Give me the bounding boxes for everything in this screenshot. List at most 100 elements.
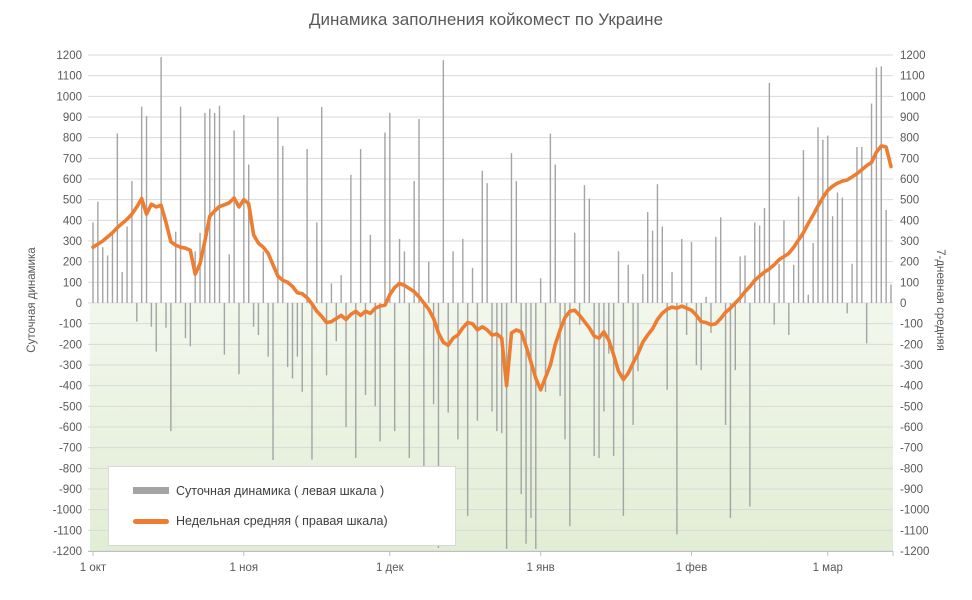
daily-bar [656, 184, 659, 303]
daily-bar [501, 303, 503, 434]
daily-bar [403, 251, 406, 303]
y-tick-label-left: 100 [63, 277, 82, 289]
daily-bar [316, 222, 318, 303]
y-tick-label-left: 1200 [56, 50, 82, 62]
daily-bar [447, 303, 449, 413]
daily-bar [749, 303, 751, 507]
daily-bar [778, 263, 780, 303]
daily-bar [189, 303, 192, 347]
daily-bar [437, 303, 440, 548]
y-tick-label-left: -900 [59, 484, 82, 496]
daily-bar [277, 117, 279, 303]
y-tick-label-left: 500 [63, 195, 82, 207]
daily-bar [719, 217, 722, 303]
daily-bar [350, 174, 352, 303]
daily-bar [831, 216, 834, 303]
daily-bar [851, 263, 853, 303]
y-tick-label-left: 900 [63, 112, 82, 124]
daily-bar [155, 303, 157, 352]
y-tick-label-left: 800 [63, 133, 82, 145]
daily-bar [481, 170, 483, 303]
y-tick-label-right: -1000 [900, 505, 929, 517]
daily-bar [856, 146, 858, 303]
y-tick-label-right: -900 [900, 484, 923, 496]
daily-bar [734, 303, 736, 371]
y-tick-label-right: 0 [900, 298, 906, 310]
daily-bar [754, 222, 756, 303]
y-tick-label-right: -500 [900, 401, 923, 413]
daily-bar [233, 130, 235, 303]
daily-bar [763, 207, 766, 303]
daily-bar [291, 303, 294, 379]
daily-bar [175, 231, 177, 303]
y-tick-label-right: -1100 [900, 525, 929, 537]
daily-bar [471, 267, 474, 303]
daily-bar [116, 133, 119, 303]
daily-bar [466, 303, 469, 516]
daily-bar [286, 303, 289, 368]
daily-bar [744, 255, 746, 303]
daily-bar [666, 303, 668, 390]
daily-bar [126, 226, 128, 303]
weekly-average-line [91, 144, 893, 392]
daily-bar [140, 106, 143, 304]
daily-bar [223, 303, 226, 355]
daily-bar [418, 119, 420, 303]
daily-bar [792, 264, 795, 303]
y-tick-label-left: 700 [63, 153, 82, 165]
daily-bar [515, 181, 518, 303]
daily-bar [320, 107, 323, 303]
daily-bar [462, 238, 464, 303]
daily-bar [248, 164, 250, 303]
y-tick-label-right: 300 [900, 236, 919, 248]
daily-series-swatch [133, 487, 169, 495]
daily-bar [364, 303, 367, 395]
daily-bar [423, 303, 425, 471]
x-tick-label: 1 янв [527, 562, 555, 574]
daily-bar [685, 303, 688, 336]
chart-title: Динамика заполнения койкомест по Украине [308, 10, 664, 29]
daily-bar [359, 149, 362, 303]
daily-bar [817, 127, 819, 303]
legend-label-daily: Суточная динамика ( левая шкала ) [176, 483, 385, 498]
daily-bar [106, 255, 109, 303]
daily-bar [544, 303, 547, 392]
daily-bar [238, 303, 240, 375]
y-tick-label-left: 600 [63, 174, 82, 186]
x-tick-label: 1 мар [813, 562, 843, 574]
y-tick-label-left: -300 [59, 360, 82, 372]
daily-bar [384, 132, 386, 303]
y-tick-label-right: -400 [900, 381, 923, 393]
daily-bar [875, 67, 878, 304]
daily-bar [486, 183, 488, 303]
daily-bar [452, 251, 454, 303]
daily-bar [491, 303, 493, 412]
daily-bar [870, 103, 873, 303]
daily-bar [413, 181, 415, 303]
daily-bar [768, 82, 771, 304]
daily-bar [306, 149, 308, 303]
daily-bar [379, 303, 381, 442]
daily-bar [398, 238, 401, 303]
y-tick-label-left: 300 [63, 236, 82, 248]
daily-bar [729, 303, 732, 518]
daily-bar [525, 303, 527, 544]
legend-item-weekly: Недельная средняя ( правая шкала) [133, 514, 455, 528]
daily-bar [539, 278, 542, 303]
y-tick-label-right: 400 [900, 215, 919, 227]
daily-bar [374, 303, 376, 407]
daily-bar [827, 135, 829, 303]
y-tick-label-left: 400 [63, 215, 82, 227]
y-tick-label-right: 1000 [900, 91, 926, 103]
x-tick-label: 1 ноя [230, 562, 259, 574]
y-tick-label-left: -400 [59, 381, 82, 393]
y-tick-label-right: -300 [900, 360, 923, 372]
y-tick-label-left: -100 [59, 319, 82, 331]
daily-bar [612, 303, 615, 456]
y-tick-label-right: 1200 [900, 50, 926, 62]
daily-bar [194, 251, 196, 303]
y-tick-label-left: -1200 [53, 546, 82, 558]
daily-bar [340, 275, 342, 303]
daily-bar [773, 303, 775, 325]
y-tick-label-right: 200 [900, 257, 919, 269]
